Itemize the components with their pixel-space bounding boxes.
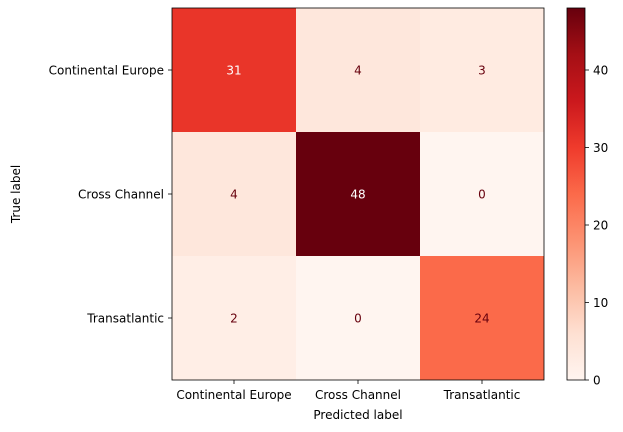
colorbar-tick-label: 10 <box>593 296 608 310</box>
heatmap-cell <box>296 8 420 132</box>
x-axis-ticks: Continental Europe Cross Channel Transatla… <box>176 380 520 402</box>
cell-value-label: 48 <box>350 188 365 202</box>
x-axis-label: Predicted label <box>313 408 402 422</box>
heatmap-cell <box>172 132 296 256</box>
cell-value-label: 0 <box>478 188 486 202</box>
cell-value-label: 0 <box>354 312 362 326</box>
heatmap-cell <box>172 8 296 132</box>
cell-value-label: 4 <box>230 188 238 202</box>
heatmap-cells <box>172 8 544 380</box>
colorbar-tick-label: 0 <box>593 374 601 388</box>
cell-value-label: 24 <box>474 312 489 326</box>
cell-value-labels: 31 4 3 4 48 0 2 0 24 <box>226 64 489 326</box>
colorbar-tick-label: 40 <box>593 64 608 78</box>
heatmap-cell <box>420 256 544 380</box>
cell-value-label: 4 <box>354 64 362 78</box>
y-tick-label: Transatlantic <box>86 312 164 326</box>
colorbar-ticks: 0 10 20 30 40 <box>585 64 608 388</box>
heatmap-cell <box>420 132 544 256</box>
y-tick-label: Cross Channel <box>78 188 164 202</box>
cell-value-label: 3 <box>478 64 486 78</box>
heatmap-cell <box>420 8 544 132</box>
x-tick-label: Continental Europe <box>176 388 291 402</box>
cell-value-label: 2 <box>230 312 238 326</box>
x-tick-label: Cross Channel <box>315 388 401 402</box>
heatmap-cell <box>296 132 420 256</box>
y-axis-ticks: Continental Europe Cross Channel Transatla… <box>49 64 172 326</box>
colorbar <box>566 7 586 381</box>
heatmap-cell <box>172 256 296 380</box>
cell-value-label: 31 <box>226 64 241 78</box>
heatmap-cell <box>296 256 420 380</box>
y-tick-label: Continental Europe <box>49 64 164 78</box>
y-axis-label: True label <box>9 165 23 224</box>
x-tick-label: Transatlantic <box>443 388 521 402</box>
colorbar-tick-label: 20 <box>593 219 608 233</box>
colorbar-tick-label: 30 <box>593 141 608 155</box>
